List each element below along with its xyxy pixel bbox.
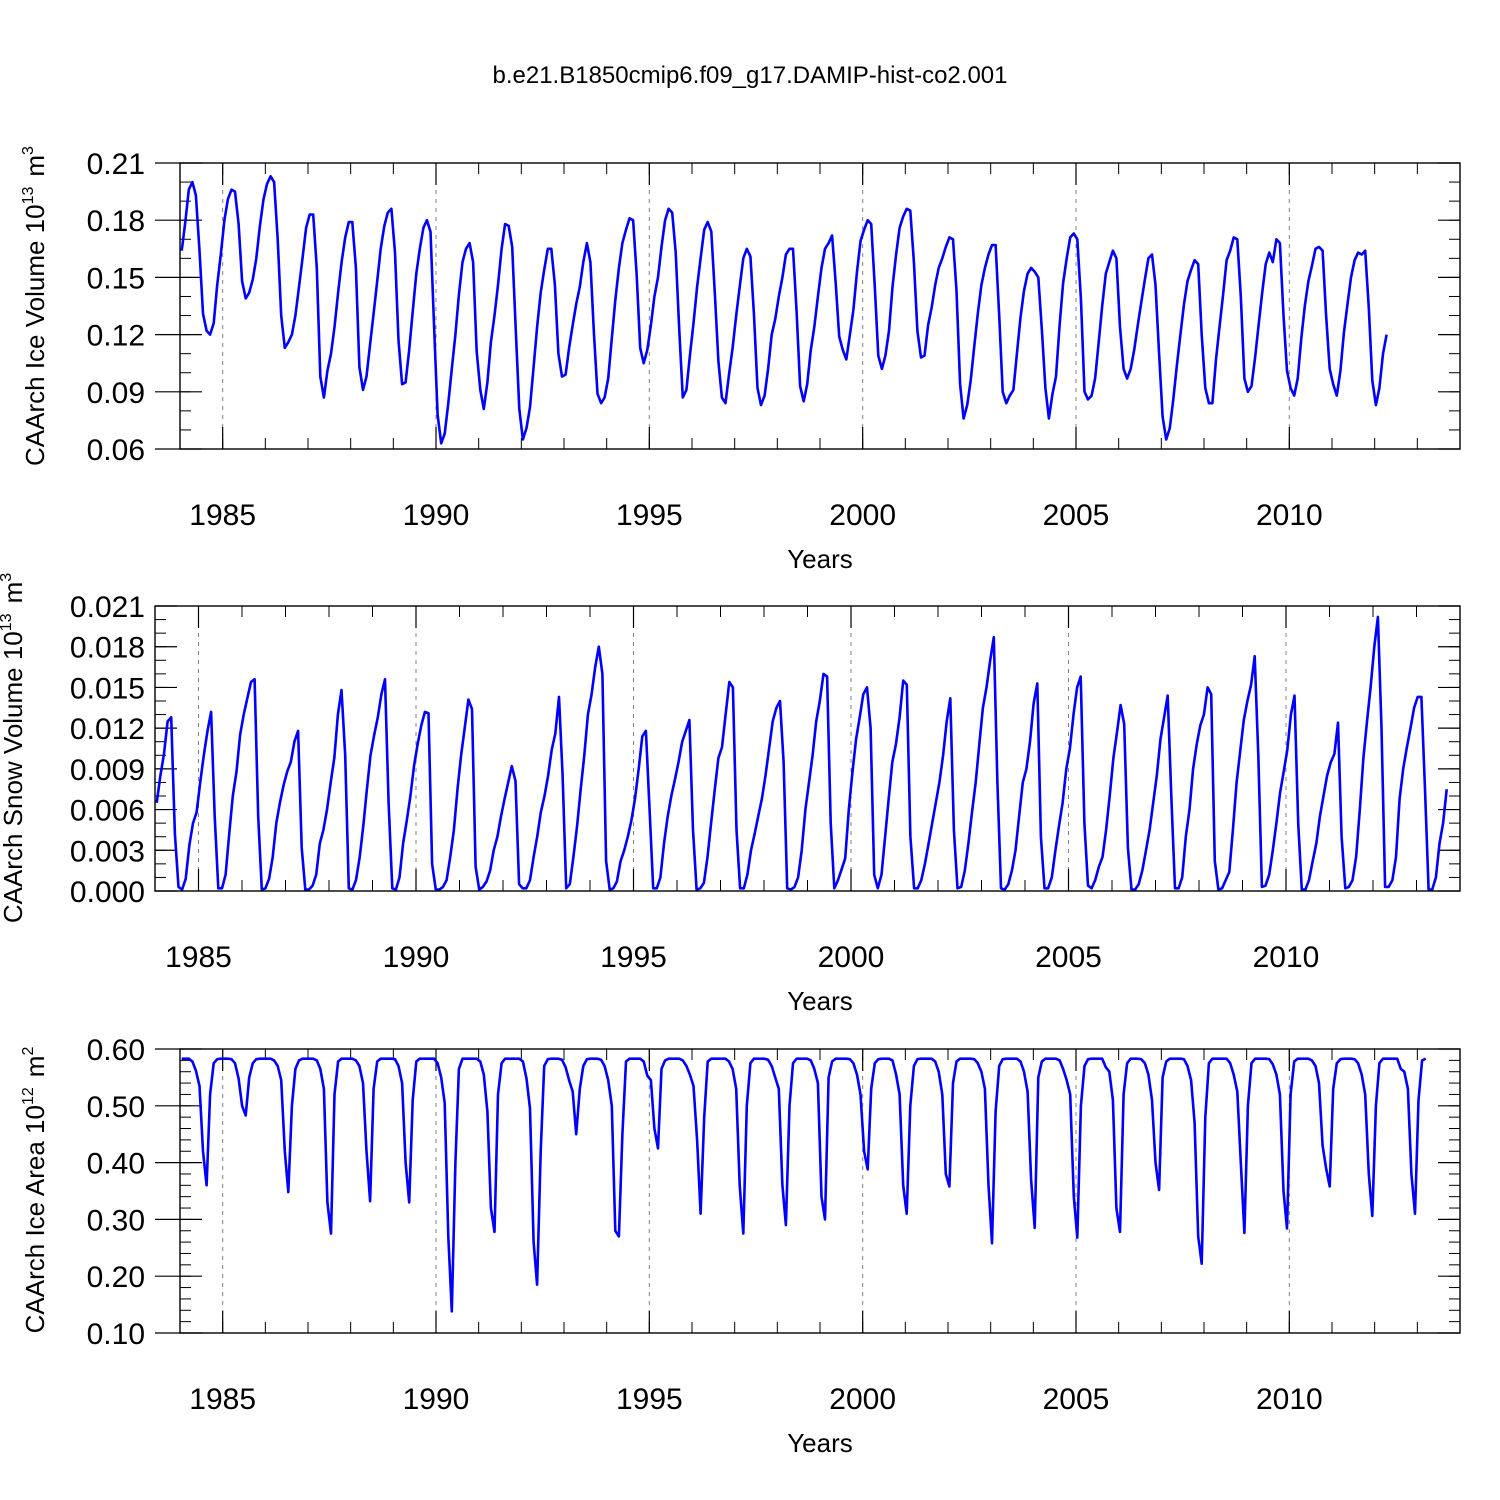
ice-volume-x-tick-label: 1990 [403,499,470,532]
ice-area-y-tick-label: 0.40 [87,1148,145,1181]
ice-volume-y-axis-label: CAArch Ice Volume 1013m3 [20,146,50,466]
ice-volume-y-tick-label: 0.21 [87,148,145,181]
snow-volume-plot-frame [154,605,1461,892]
ice-area-y-tick-label: 0.20 [87,1261,145,1294]
snow-volume-x-tick-label: 2000 [818,941,885,974]
ice-area-x-gridlines [222,1049,1290,1333]
snow-volume-minor-ticks [154,605,1461,892]
ice-volume-x-tick-label: 2000 [829,499,896,532]
ice-volume-x-axis-label: Years [787,544,853,574]
ice-area-series-line [181,1057,1427,1313]
panel-snow-volume: 0.000 0.003 0.006 0.009 0.012 0.015 0.018 0.021… [0,573,1461,1016]
ice-volume-x-gridlines [222,163,1290,449]
ice-area-x-tick-label: 1990 [403,1383,470,1416]
snow-volume-series-line [155,615,1448,891]
snow-volume-x-axis-label: Years [787,986,853,1016]
snow-volume-x-tick-label: 2010 [1253,941,1320,974]
ice-volume-y-tick-labels: 0.06 0.09 0.12 0.15 0.18 0.21 [87,148,145,467]
ice-area-minor-ticks [179,1048,1461,1334]
snow-volume-x-tick-label: 1995 [600,941,667,974]
snow-volume-y-tick-label: 0.012 [70,713,145,746]
ice-volume-x-tick-label: 1995 [616,499,683,532]
ice-volume-plot-frame [179,162,1461,450]
ice-volume-minor-ticks [179,162,1461,450]
ice-area-y-tick-label: 0.50 [87,1091,145,1124]
ice-volume-y-tick-label: 0.09 [87,377,145,410]
snow-volume-y-tick-label: 0.006 [70,795,145,828]
snow-volume-y-tick-label: 0.015 [70,672,145,705]
ice-area-x-tick-labels: 1985 1990 1995 2000 2005 2010 [189,1383,1322,1416]
ice-volume-y-tick-label: 0.06 [87,434,145,467]
snow-volume-y-tick-label: 0.009 [70,754,145,787]
ice-volume-y-tick-label: 0.18 [87,205,145,238]
snow-volume-y-tick-labels: 0.000 0.003 0.006 0.009 0.012 0.015 0.018 0.021 [70,591,145,909]
ice-area-y-tick-label: 0.30 [87,1204,145,1237]
ice-volume-series-line [180,175,1388,445]
ice-area-x-tick-label: 2000 [829,1383,896,1416]
snow-volume-y-tick-label: 0.003 [70,835,145,868]
ice-volume-major-ticks [155,162,1460,450]
snow-volume-major-ticks [155,605,1460,892]
ice-area-plot-frame [179,1048,1461,1334]
panel-ice-volume: 0.06 0.09 0.12 0.15 0.18 0.21 1985 1990 1995 200… [20,146,1461,574]
ice-area-x-tick-label: 1995 [616,1383,683,1416]
ice-area-x-tick-label: 1985 [189,1383,256,1416]
ice-volume-x-tick-label: 1985 [189,499,256,532]
snow-volume-x-gridlines [198,606,1287,891]
ice-area-x-tick-label: 2005 [1043,1383,1110,1416]
snow-volume-x-tick-label: 2005 [1035,941,1102,974]
ice-area-y-tick-label: 0.10 [87,1318,145,1351]
ice-area-x-tick-label: 2010 [1256,1383,1323,1416]
ice-area-major-ticks [155,1048,1460,1334]
snow-volume-y-tick-label: 0.018 [70,632,145,665]
snow-volume-x-tick-labels: 1985 1990 1995 2000 2005 2010 [165,941,1319,974]
ice-area-y-tick-label: 0.60 [87,1034,145,1067]
snow-volume-y-axis-label: CAArch Snow Volume 1013m3 [0,573,28,923]
panel-ice-area: 0.10 0.20 0.30 0.40 0.50 0.60 1985 1990 1995 200… [20,1034,1461,1458]
ice-volume-x-tick-label: 2005 [1043,499,1110,532]
ice-volume-y-tick-label: 0.15 [87,262,145,295]
ice-volume-x-tick-labels: 1985 1990 1995 2000 2005 2010 [189,499,1322,532]
ice-area-y-tick-labels: 0.10 0.20 0.30 0.40 0.50 0.60 [87,1034,145,1351]
ice-volume-y-tick-label: 0.12 [87,320,145,353]
snow-volume-y-tick-label: 0.021 [70,591,145,624]
ice-area-y-axis-label: CAArch Ice Area 1012m2 [20,1047,50,1334]
snow-volume-y-tick-label: 0.000 [70,876,145,909]
snow-volume-x-tick-label: 1985 [165,941,232,974]
page-title: b.e21.B1850cmip6.f09_g17.DAMIP-hist-co2.… [492,62,1008,89]
snow-volume-x-tick-label: 1990 [383,941,450,974]
ice-area-x-axis-label: Years [787,1428,853,1458]
ice-volume-x-tick-label: 2010 [1256,499,1323,532]
